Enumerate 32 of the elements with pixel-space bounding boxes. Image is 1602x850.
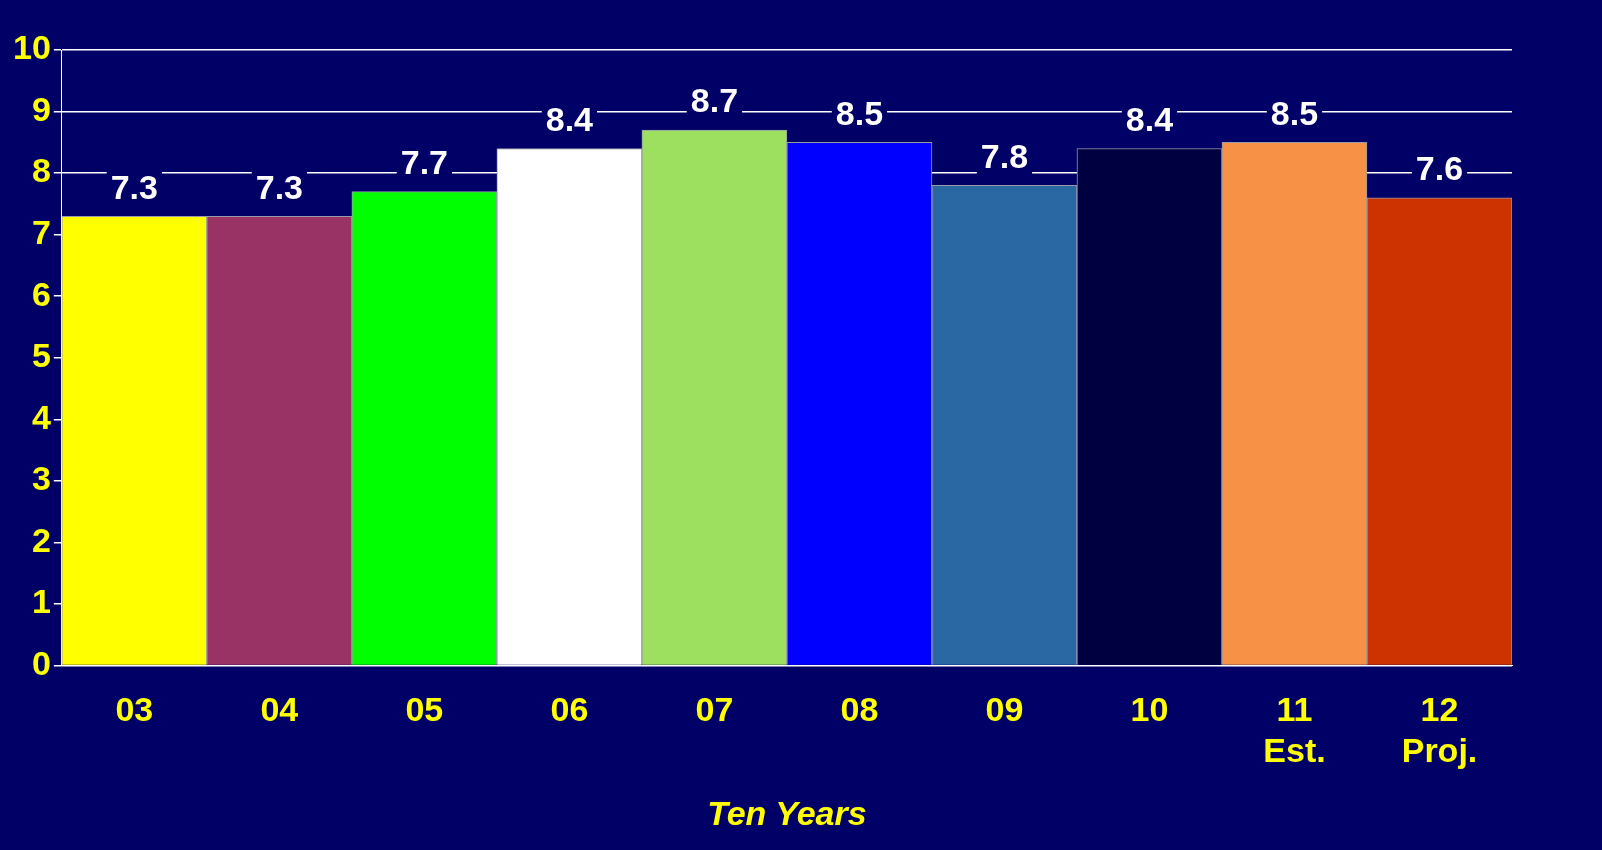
data-label: 7.6: [1415, 149, 1464, 188]
x-tick-label: 04: [260, 690, 299, 729]
x-tick-label: 10: [1130, 690, 1169, 729]
y-tick-label: 2: [31, 520, 51, 559]
y-tick-label: 10: [12, 28, 51, 67]
x-tick-label: 12 Proj.: [1401, 690, 1478, 770]
data-label: 8.5: [1270, 93, 1319, 132]
x-axis-title: Ten Years: [707, 793, 867, 832]
y-tick-label: 9: [31, 89, 51, 128]
x-tick-label: 03: [115, 690, 154, 729]
y-tick-label: 0: [31, 643, 51, 682]
y-tick-label: 5: [31, 336, 51, 375]
data-label: 7.3: [255, 167, 303, 206]
x-tick-label: 08: [840, 690, 879, 729]
y-tick-label: 8: [31, 151, 51, 190]
data-label: 8.5: [835, 93, 884, 132]
y-tick-label: 4: [31, 397, 51, 436]
x-tick-label: 05: [405, 690, 444, 729]
y-tick-label: 7: [31, 213, 51, 252]
x-tick-label: 07: [695, 690, 734, 729]
x-tick-label: 09: [985, 690, 1024, 729]
data-label: 8.4: [1125, 99, 1174, 138]
y-tick-label: 6: [31, 274, 51, 313]
data-label: 7.8: [980, 136, 1029, 175]
x-tick-label: 11 Est.: [1263, 690, 1326, 770]
y-tick-label: 1: [31, 582, 51, 621]
x-tick-label: 06: [550, 690, 589, 729]
y-tick-label: 3: [31, 459, 51, 498]
data-label: 8.7: [690, 81, 739, 120]
data-label: 7.3: [110, 167, 158, 206]
data-label: 7.7: [400, 142, 448, 181]
data-label: 8.4: [545, 99, 594, 138]
